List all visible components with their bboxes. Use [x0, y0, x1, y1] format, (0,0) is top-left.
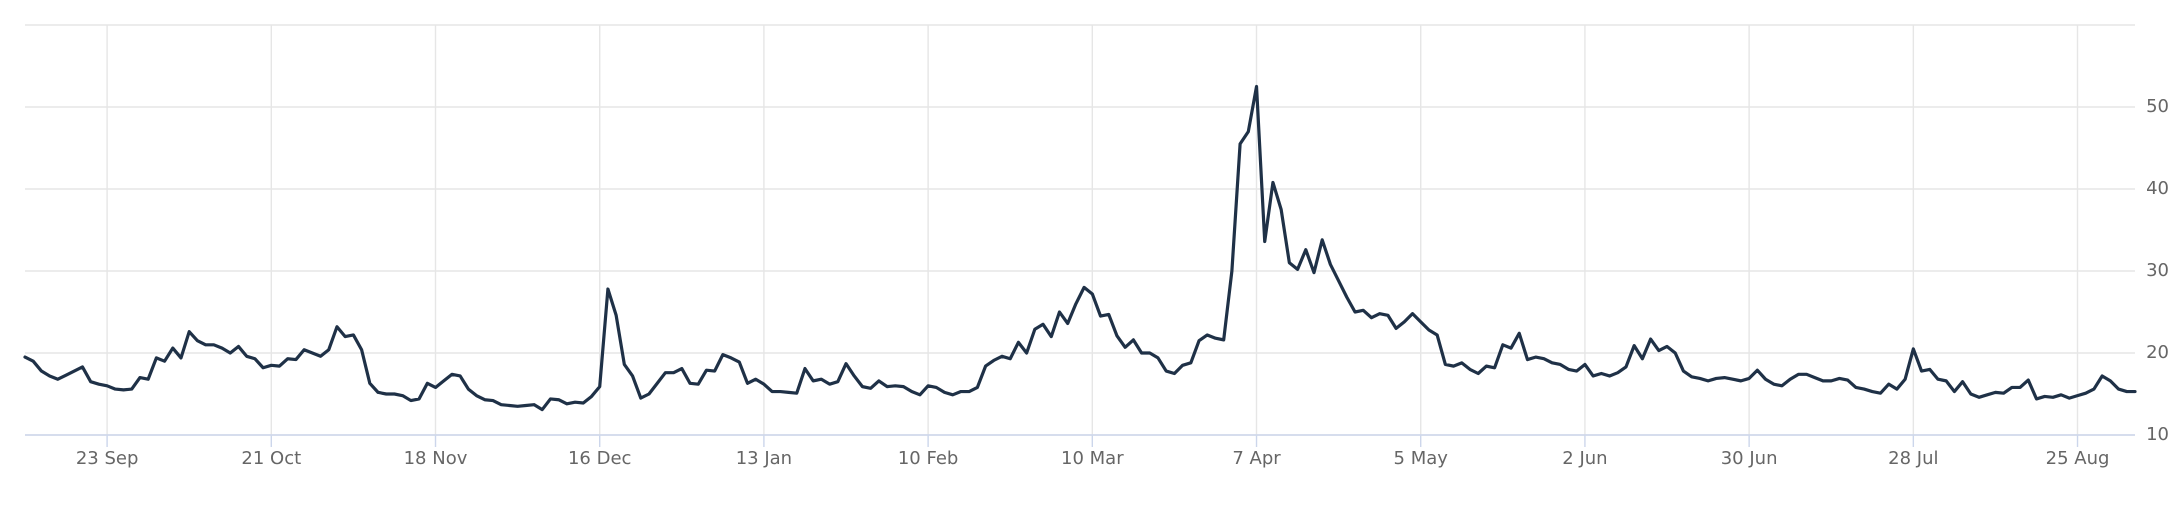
data-line: [23, 84, 2137, 412]
x-tick-label: 7 Apr: [1232, 448, 1281, 469]
x-tick-label: 10 Feb: [898, 448, 959, 469]
x-tick-label: 28 Jul: [1888, 448, 1938, 469]
x-tick-label: 2 Jun: [1562, 448, 1607, 469]
x-tick-label: 30 Jun: [1721, 448, 1778, 469]
y-tick-label: 10: [2146, 424, 2169, 445]
y-tick-label: 50: [2146, 96, 2169, 117]
y-tick-label: 20: [2146, 342, 2169, 363]
x-tick-label: 21 Oct: [241, 448, 301, 469]
y-tick-label: 30: [2146, 260, 2169, 281]
x-tick-label: 13 Jan: [736, 448, 792, 469]
y-tick-label: 40: [2146, 178, 2169, 199]
x-tick-label: 23 Sep: [76, 448, 139, 469]
x-tick-label: 10 Mar: [1061, 448, 1124, 469]
x-tick-label: 5 May: [1394, 448, 1449, 469]
x-tick-label: 25 Aug: [2046, 448, 2110, 469]
x-tick-label: 16 Dec: [568, 448, 631, 469]
x-tick-label: 18 Nov: [404, 448, 468, 469]
